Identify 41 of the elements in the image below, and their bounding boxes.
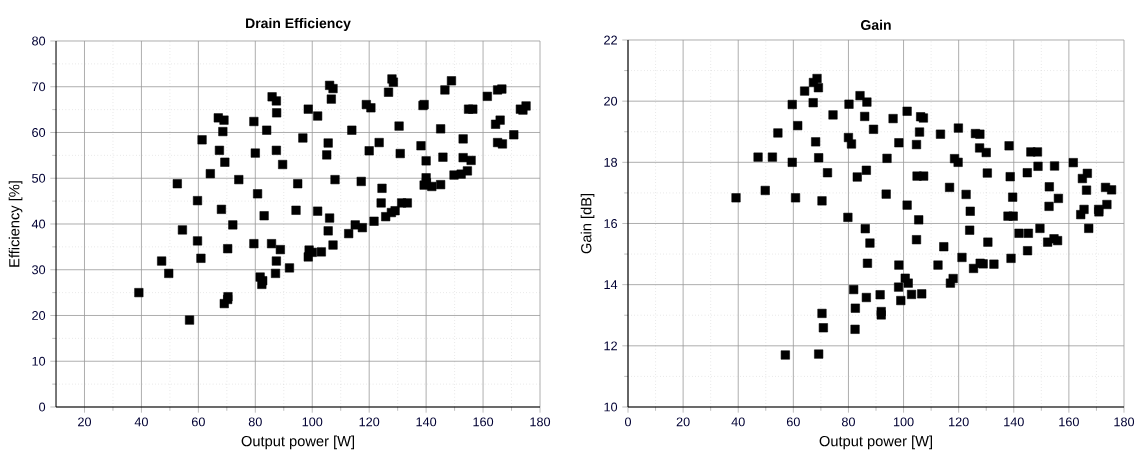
y-tick-label: 12 (604, 341, 617, 351)
y-tick-label: 0 (39, 402, 46, 412)
x-tick-label: 20 (78, 417, 92, 427)
x-tick-label: 20 (676, 417, 690, 427)
y-tick-label: 60 (32, 128, 46, 137)
y-tick-label: 22 (604, 35, 617, 45)
y-tick-label: 18 (604, 157, 618, 167)
x-tick-label: 100 (302, 417, 323, 427)
y-tick-label: 20 (604, 96, 618, 106)
y-axis-title: Gain [dB] (580, 193, 595, 254)
chart-title: Drain Efficiency (246, 17, 351, 31)
x-tick-label: 80 (841, 417, 855, 427)
x-tick-label: 80 (248, 417, 262, 427)
x-tick-label: 140 (416, 417, 437, 427)
y-tick-label: 50 (32, 173, 46, 183)
chart-title: Gain (861, 19, 891, 30)
x-tick-label: 40 (731, 417, 745, 427)
x-tick-label: 0 (624, 417, 632, 427)
x-tick-label: 180 (1114, 417, 1135, 427)
x-tick-label: 120 (949, 417, 969, 427)
y-tick-label: 20 (32, 311, 46, 320)
x-tick-label: 60 (786, 417, 800, 427)
y-axis-title: Efficiency [%] (8, 181, 23, 267)
y-tick-label: 30 (32, 265, 46, 275)
x-tick-label: 160 (1059, 417, 1079, 427)
x-axis-title: Output power [W] (819, 435, 932, 450)
x-tick-label: 40 (134, 417, 148, 427)
x-tick-label: 100 (893, 417, 914, 427)
x-tick-label: 160 (473, 417, 494, 427)
x-tick-label: 140 (1004, 417, 1024, 427)
x-axis-title: Output power [W] (241, 435, 355, 450)
y-tick-label: 10 (604, 402, 618, 412)
y-tick-label: 40 (31, 219, 46, 229)
y-tick-label: 10 (32, 356, 46, 366)
y-tick-label: 70 (32, 82, 46, 92)
x-tick-label: 180 (530, 417, 551, 427)
x-tick-label: 120 (359, 417, 380, 427)
y-tick-label: 16 (604, 219, 618, 228)
y-tick-label: 14 (604, 280, 618, 290)
x-tick-label: 60 (191, 417, 205, 427)
y-tick-label: 80 (32, 36, 46, 46)
